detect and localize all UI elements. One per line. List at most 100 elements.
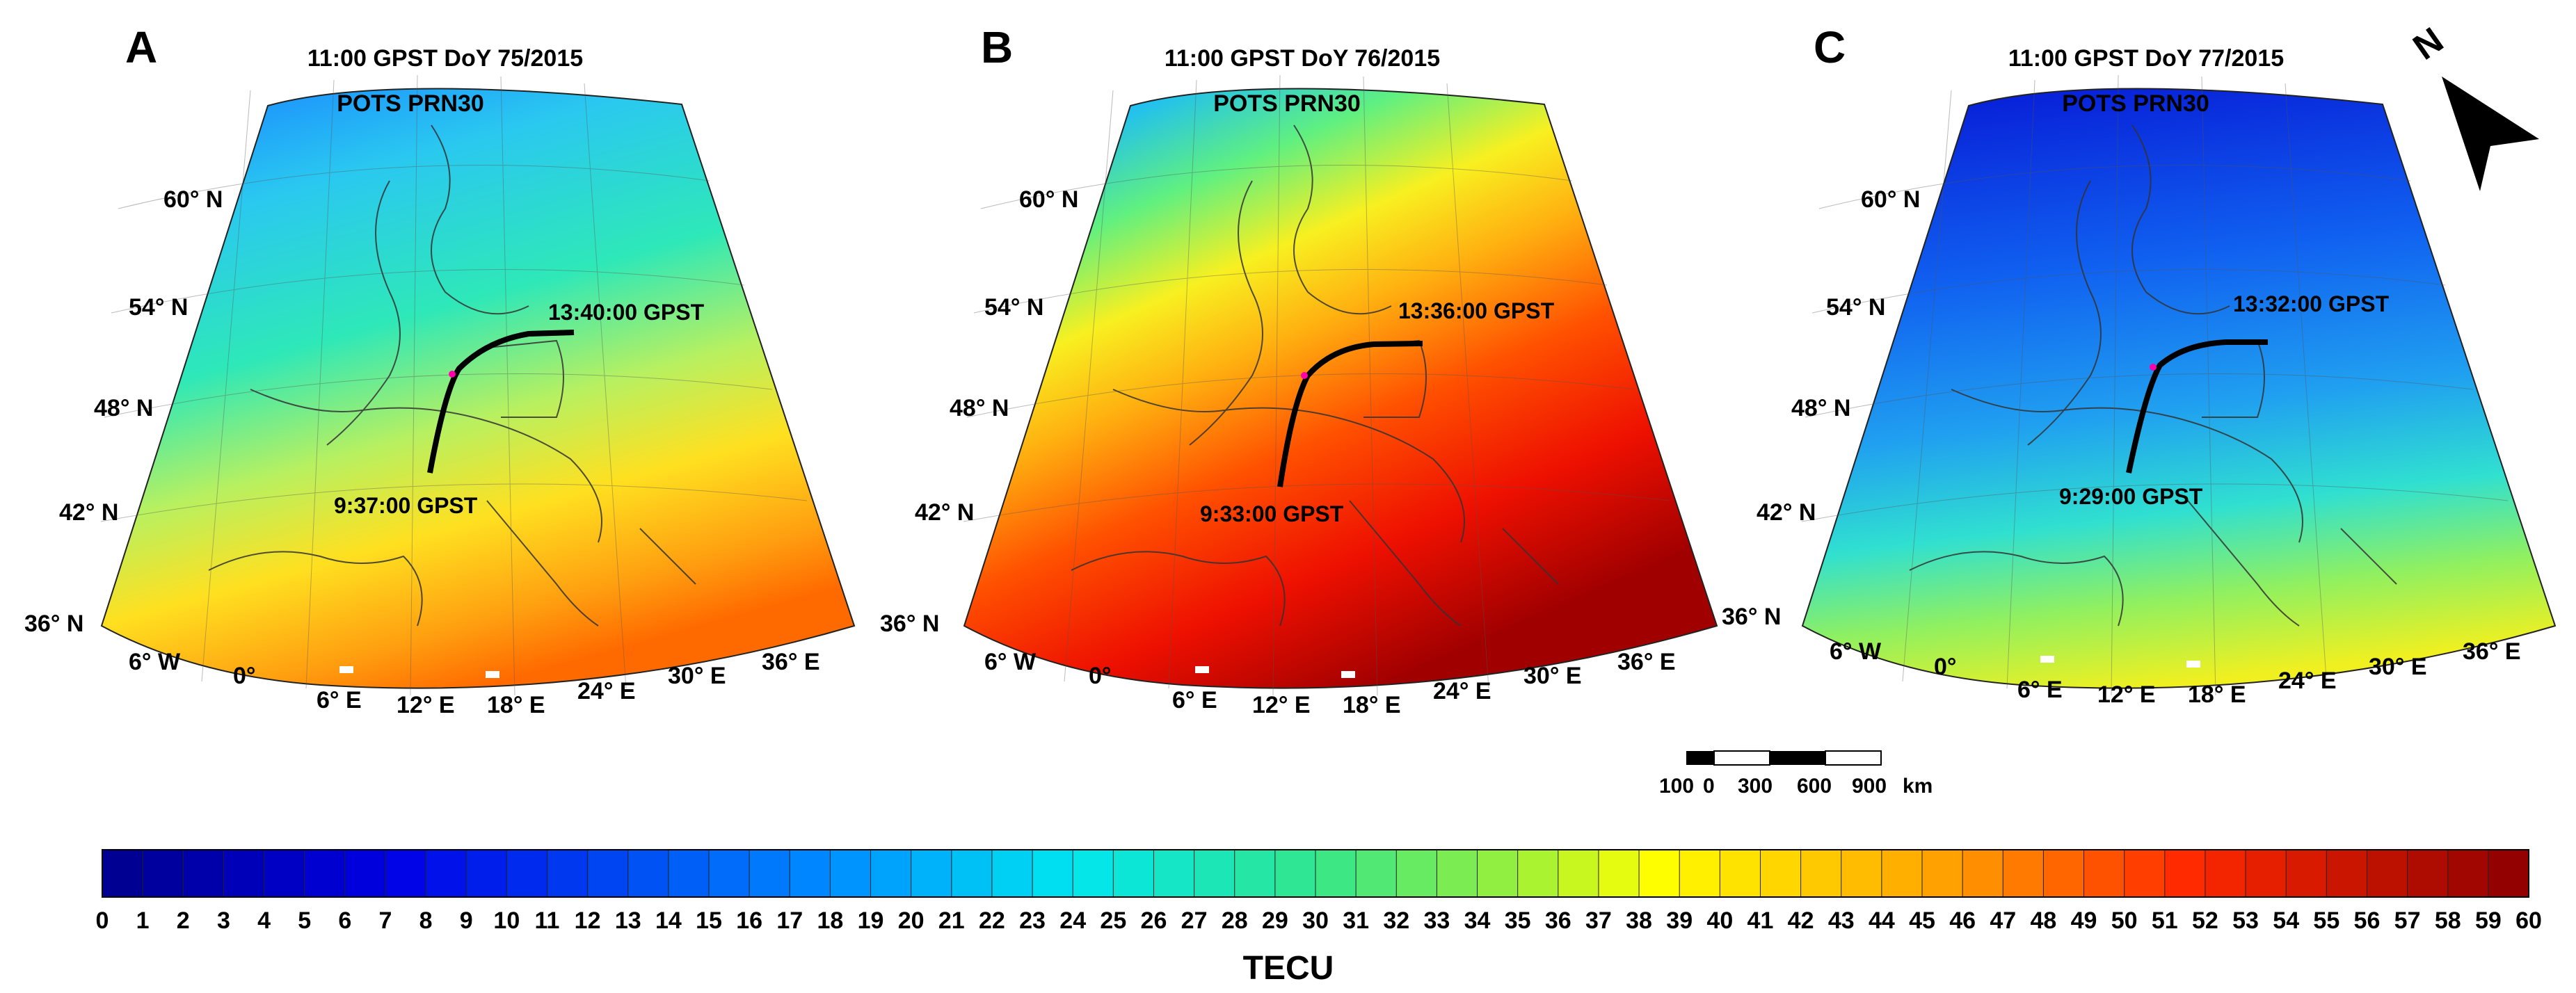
colorbar-swatch [829,849,872,898]
lat-label-54-c: 54° N [1826,294,1885,321]
colorbar-tick-label: 14 [655,907,682,934]
colorbar-tick-label: 52 [2192,907,2218,934]
colorbar-swatch [1355,849,1398,898]
colorbar-swatch [1153,849,1195,898]
colorbar-swatch [911,849,952,898]
colorbar-tick-label: 47 [1990,907,2016,934]
end-time-label-b: 13:36:00 GPST [1398,298,1555,323]
header-station-c: POTS PRN30 [2062,90,2209,117]
colorbar-tick-label: 18 [817,907,843,934]
graticule-b [963,74,1670,696]
colorbar-swatch [1477,849,1519,898]
colorbar-tick-label: 9 [460,907,473,934]
colorbar-swatch [1881,849,1923,898]
colorbar-tick-label: 13 [615,907,641,934]
lat-label-42-a: 42° N [59,499,118,526]
tec-map-a [100,88,856,689]
lon-tick-c2 [2186,661,2200,668]
lat-label-42-c: 42° N [1757,499,1816,526]
colorbar-tick-label: 17 [776,907,803,934]
colorbar-swatch [1032,849,1074,898]
scale-bar-seg-3 [1770,751,1825,765]
lon-label-18e-c: 18° E [2188,681,2246,708]
lat-label-60-b: 60° N [1019,186,1078,213]
header-time-c: 11:00 GPST DoY 77/2015 [2008,45,2284,72]
lat-label-60-c: 60° N [1861,186,1920,213]
panel-letter-a: A [125,22,157,72]
colorbar-frame [102,849,2529,898]
colorbar-tick-label: 26 [1141,907,1167,934]
lat-label-36-b: 36° N [880,611,939,637]
lon-label-12e-a: 12° E [397,692,455,718]
colorbar-tick-label: 15 [696,907,722,934]
lon-label-30e-c: 30° E [2369,654,2427,680]
satellite-track-c [2126,339,2268,474]
colorbar-swatch [1234,849,1276,898]
colorbar-swatch [2042,849,2085,898]
colorbar-swatch [2124,849,2166,898]
colorbar-tick-label: 28 [1222,907,1248,934]
colorbar-swatch [2205,849,2247,898]
colorbar-swatch [1962,849,2004,898]
colorbar-tick-label: 12 [575,907,601,934]
colorbar-swatch [1436,849,1478,898]
colorbar-tick-label: 3 [217,907,230,934]
colorbar-tick-label: 48 [2030,907,2056,934]
colorbar-swatch [546,849,589,898]
colorbar-tick-label: 51 [2152,907,2178,934]
lon-label-30e-b: 30° E [1523,663,1582,689]
lat-label-54-b: 54° N [984,294,1043,321]
lon-tick-a2 [486,671,499,678]
tec-map-b [963,88,1718,689]
colorbar-tick-label: 1 [136,907,150,934]
colorbar-tick-label: 7 [378,907,392,934]
colorbar-swatch [1395,849,1438,898]
colorbar-tick-label: 24 [1059,907,1086,934]
colorbar-tick-label: 59 [2475,907,2502,934]
colorbar-tick-label: 6 [338,907,351,934]
colorbar-swatch [1315,849,1357,898]
colorbar-tick-label: 33 [1423,907,1450,934]
header-station-a: POTS PRN30 [337,90,484,117]
colorbar-swatch [344,849,386,898]
colorbar-tick-labels: 0 1 2 3 4 5 6 7 8 9 10 11 12 13 14 15 16 17 18 19 20 21 22 23 24… [96,907,2542,934]
colorbar-tick-label: 25 [1100,907,1126,934]
scale-bar-tick-900: 900 [1852,775,1887,798]
colorbar-swatch [465,849,508,898]
lon-label-12e-b: 12° E [1252,692,1311,718]
colorbar-swatch [1598,849,1640,898]
north-arrow-icon [2442,76,2539,191]
colorbar-tick-label: 27 [1181,907,1208,934]
colorbar-tick-label: 20 [898,907,925,934]
colorbar-tick-label: 29 [1262,907,1288,934]
station-marker-b [1301,372,1308,379]
colorbar-swatch [2002,849,2045,898]
header-time-b: 11:00 GPST DoY 76/2015 [1165,45,1440,72]
colorbar-swatch [1719,849,1761,898]
colorbar-swatch [951,849,993,898]
colorbar [102,849,2530,898]
colorbar-tick-label: 38 [1626,907,1652,934]
colorbar-swatch [264,849,305,898]
colorbar-tick-label: 56 [2354,907,2381,934]
colorbar-tick-label: 41 [1747,907,1774,934]
lat-label-42-b: 42° N [915,499,974,526]
lon-label-24e-c: 24° E [2278,668,2337,694]
colorbar-swatch [385,849,427,898]
colorbar-swatch [991,849,1034,898]
end-time-label-c: 13:32:00 GPST [2233,291,2390,316]
colorbar-swatch [1072,849,1114,898]
colorbar-tick-label: 19 [858,907,884,934]
start-time-label-b: 9:33:00 GPST [1200,501,1344,526]
scale-bar-tick-600: 600 [1797,775,1832,798]
scale-bar: 100 0 300 600 900 km [1659,750,1933,798]
colorbar-tick-label: 40 [1706,907,1733,934]
colorbar-tick-label: 30 [1302,907,1329,934]
start-time-label-c: 9:29:00 GPST [2059,484,2203,509]
colorbar-tick-label: 21 [938,907,965,934]
lon-label-6e-a: 6° E [317,687,362,713]
colorbar-tick-label: 23 [1019,907,1046,934]
colorbar-swatch [102,849,144,898]
north-arrow-label: N [2406,20,2451,68]
colorbar-tick-label: 5 [298,907,311,934]
